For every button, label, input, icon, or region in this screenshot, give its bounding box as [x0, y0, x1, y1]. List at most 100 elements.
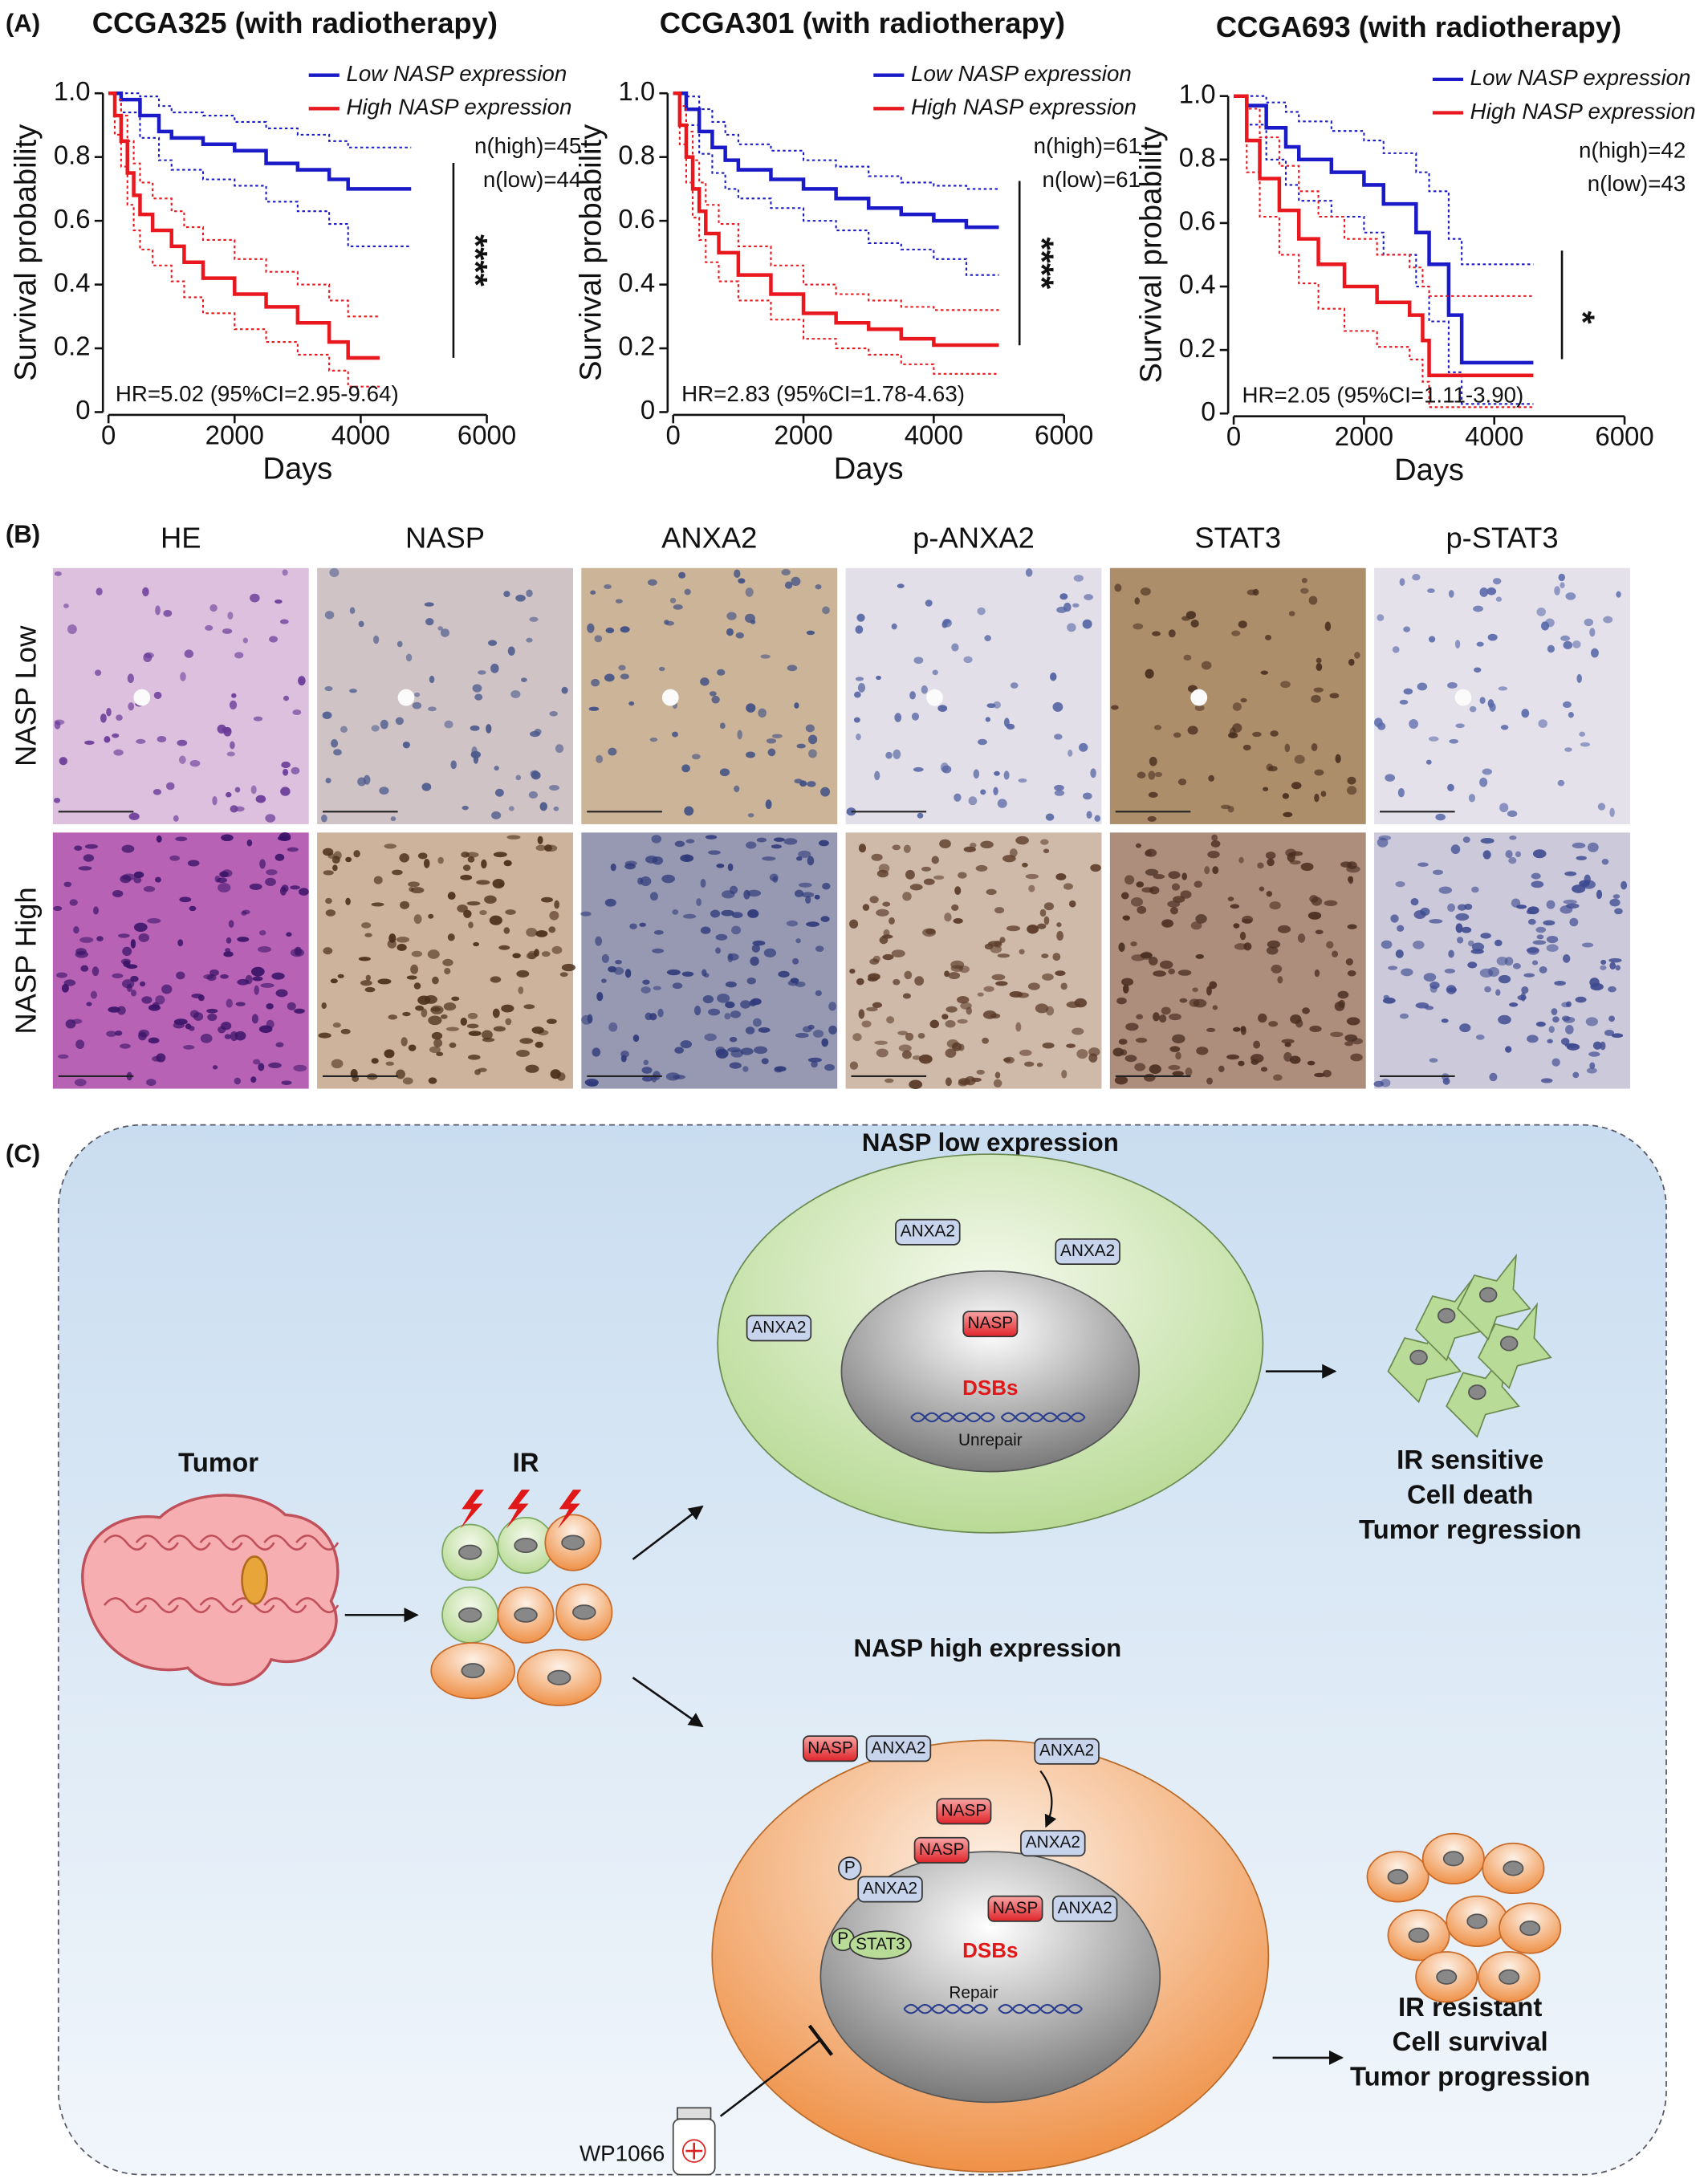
ihc-image	[317, 567, 573, 824]
nucleus	[1572, 842, 1586, 849]
nucleus	[410, 887, 425, 894]
anxa2-box	[1051, 1895, 1118, 1922]
nucleus	[604, 898, 616, 907]
nucleus	[702, 994, 714, 1004]
tissue	[317, 567, 573, 824]
nucleus	[795, 982, 806, 987]
nucleus	[591, 678, 600, 687]
nucleus	[1238, 620, 1247, 628]
nucleus	[1554, 586, 1560, 596]
nucleus	[402, 741, 410, 749]
nucleus	[1027, 924, 1039, 934]
nucleus	[1260, 1067, 1268, 1072]
nucleus	[280, 787, 291, 796]
nucleus	[1527, 1035, 1539, 1043]
n-low: n(low)=44	[483, 167, 581, 192]
nucleus	[628, 701, 635, 706]
nucleus	[1148, 770, 1156, 780]
nucleus	[550, 1069, 561, 1079]
nucleus	[1120, 1049, 1128, 1056]
nucleus	[1281, 1039, 1295, 1044]
nucleus	[853, 717, 860, 723]
nucleus	[340, 726, 348, 733]
ci-line	[673, 92, 999, 375]
nucleus	[1006, 925, 1021, 932]
nucleus	[1425, 759, 1432, 765]
protein-label: ANXA2	[863, 1879, 917, 1897]
nucleus	[293, 1064, 307, 1072]
nucleus	[561, 686, 568, 694]
nucleus	[729, 1036, 738, 1043]
nucleus	[373, 876, 383, 884]
gyrus	[295, 1597, 340, 1614]
nucleus	[136, 738, 146, 744]
nucleus	[858, 844, 867, 853]
nucleus	[1300, 587, 1309, 594]
nucleus	[156, 835, 162, 843]
nucleus	[484, 895, 497, 905]
nucleus	[401, 1037, 408, 1047]
nucleus	[1557, 779, 1565, 787]
nucleus	[781, 569, 791, 576]
nucleus	[1330, 1031, 1344, 1038]
protein-label: ANXA2	[901, 1222, 955, 1241]
protein-label: NASP	[941, 1801, 987, 1819]
nucleus	[490, 976, 502, 983]
nucleus	[1003, 718, 1010, 727]
nucleus	[587, 623, 595, 633]
nucleus	[1196, 1047, 1209, 1055]
nucleus	[408, 1044, 417, 1051]
nucleus	[855, 677, 864, 681]
nucleus	[185, 1023, 192, 1030]
n-high: n(high)=42	[1579, 137, 1686, 162]
nucleus	[1311, 694, 1321, 703]
y-tick-label: 0	[75, 395, 90, 425]
nucleus	[246, 839, 253, 847]
nucleus	[1090, 864, 1101, 872]
ihc-image	[317, 832, 576, 1089]
nucleus	[708, 850, 721, 856]
nucleus	[897, 583, 905, 588]
nucleus	[608, 1022, 618, 1032]
nucleus	[747, 813, 754, 818]
nucleus	[1597, 803, 1606, 811]
nucleus	[415, 1005, 424, 1011]
nucleus	[133, 922, 148, 933]
nucleus	[1134, 1063, 1146, 1071]
nucleus	[1054, 790, 1065, 796]
nucleus	[983, 986, 994, 992]
nucleus	[994, 1071, 1001, 1079]
nucleus	[1562, 954, 1571, 963]
nucleus	[849, 1061, 859, 1070]
cell-nucleus	[547, 1669, 571, 1685]
nucleus	[549, 710, 558, 717]
nucleus	[1015, 1022, 1022, 1032]
nucleus	[330, 978, 338, 984]
nucleus	[470, 725, 480, 731]
dsbs: DSBs	[962, 1938, 1018, 1962]
nucleus	[1446, 985, 1457, 994]
nucleus	[1505, 1046, 1512, 1053]
nucleus	[958, 1078, 970, 1085]
nucleus	[1045, 813, 1055, 821]
nucleus	[324, 685, 333, 692]
nucleus	[96, 587, 103, 596]
nucleus	[874, 1040, 889, 1045]
nucleus	[373, 635, 380, 644]
nucleus	[1059, 593, 1068, 600]
nucleus	[206, 1008, 218, 1014]
gyrus	[167, 1535, 211, 1551]
nucleus	[1540, 1078, 1553, 1083]
nucleus	[673, 604, 683, 610]
nucleus	[447, 892, 456, 900]
nucleus	[722, 890, 735, 899]
outcome: Tumor regression	[1359, 1514, 1581, 1544]
survival-curve	[1234, 94, 1534, 377]
ci-line	[1234, 95, 1534, 266]
nucleus	[856, 978, 864, 986]
nucleus	[189, 905, 197, 912]
nucleus	[716, 864, 725, 868]
nucleus	[1480, 838, 1494, 844]
nucleus	[59, 757, 68, 766]
nucleus	[106, 707, 112, 717]
